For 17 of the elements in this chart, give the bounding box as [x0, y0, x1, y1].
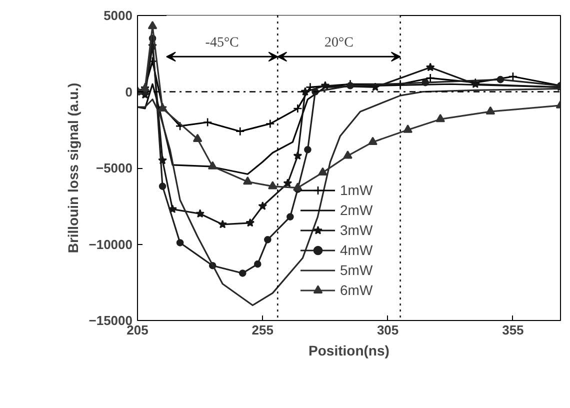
x-tick-label: 255 [252, 322, 274, 338]
legend-label: 6mW [340, 282, 373, 298]
band-label: 20°C [324, 36, 354, 51]
y-tick-label: −10000 [88, 236, 133, 252]
y-tick-label: 5000 [104, 8, 132, 23]
band-label: -45°C [205, 36, 239, 51]
legend-label: 4mW [340, 242, 373, 258]
y-tick-label: −5000 [96, 160, 133, 176]
y-axis-title: Brillouin loss signal (a.u.) [64, 82, 81, 254]
legend-label: 1mW [340, 182, 373, 198]
y-tick-label: 0 [125, 84, 133, 100]
legend-label: 2mW [340, 202, 373, 218]
x-axis-title: Position(ns) [308, 342, 390, 358]
x-tick-label: 355 [502, 322, 524, 338]
legend-label: 3mW [340, 222, 373, 238]
legend-label: 5mW [340, 262, 373, 278]
x-tick-label: 305 [376, 322, 399, 338]
